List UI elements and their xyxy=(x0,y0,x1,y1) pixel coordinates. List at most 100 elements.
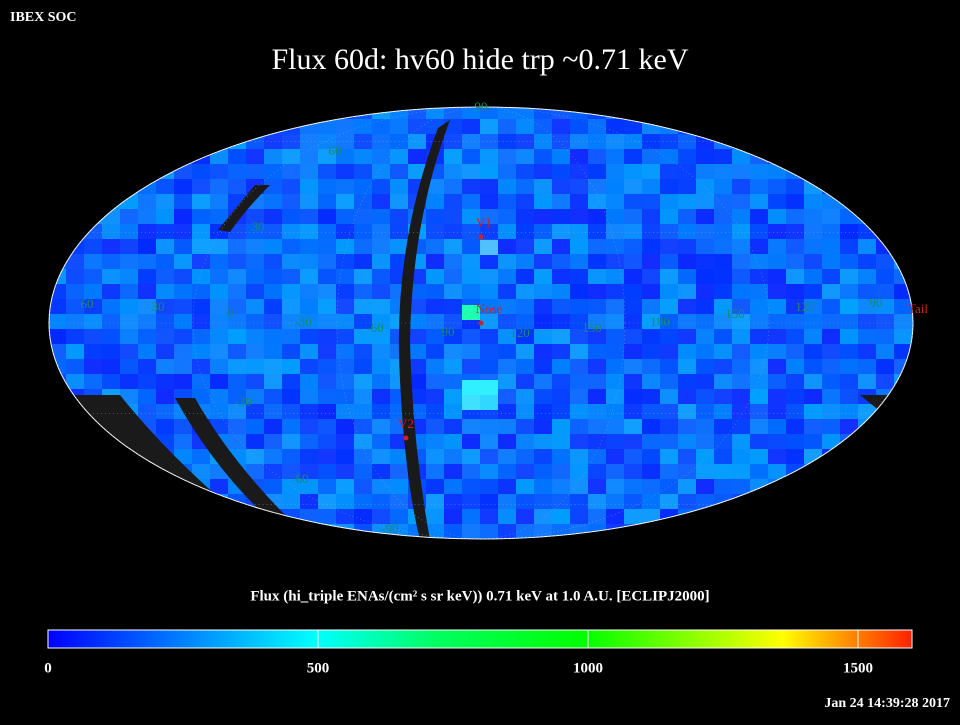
sky-pixel xyxy=(516,164,534,179)
sky-pixel xyxy=(228,149,246,164)
sky-pixel xyxy=(894,464,912,479)
sky-pixel xyxy=(246,539,264,554)
sky-pixel xyxy=(372,179,390,194)
sky-pixel xyxy=(534,254,552,269)
sky-pixel xyxy=(858,404,876,419)
sky-pixel xyxy=(894,539,912,554)
sky-pixel xyxy=(138,479,156,494)
sky-pixel xyxy=(210,107,228,119)
sky-pixel xyxy=(300,134,318,149)
sky-pixel xyxy=(246,419,264,434)
sky-pixel xyxy=(840,464,858,479)
meridian xyxy=(48,106,914,540)
sky-pixel xyxy=(372,209,390,224)
sky-pixel xyxy=(282,239,300,254)
sky-pixel xyxy=(462,107,480,119)
sky-pixel xyxy=(786,374,804,389)
sky-pixel xyxy=(480,254,498,269)
sky-pixel xyxy=(732,524,750,539)
sky-pixel xyxy=(588,494,606,509)
sky-pixel xyxy=(714,509,732,524)
sky-pixel xyxy=(228,404,246,419)
sky-pixel xyxy=(282,194,300,209)
sky-pixel xyxy=(498,314,516,329)
sky-pixel xyxy=(138,239,156,254)
sky-pixel xyxy=(858,107,876,119)
sky-pixel xyxy=(264,539,282,554)
sky-pixel xyxy=(282,329,300,344)
sky-pixel xyxy=(49,479,66,494)
sky-pixel xyxy=(678,299,696,314)
sky-pixel xyxy=(372,107,390,119)
sky-pixel xyxy=(426,299,444,314)
sky-pixel xyxy=(462,194,480,209)
sky-pixel xyxy=(804,389,822,404)
sky-pixel xyxy=(732,314,750,329)
sky-pixel xyxy=(174,539,192,554)
sky-pixel xyxy=(66,449,84,464)
sky-pixel xyxy=(534,344,552,359)
sky-pixel xyxy=(696,434,714,449)
sky-pixel xyxy=(894,194,912,209)
sky-pixel xyxy=(498,539,516,554)
sky-pixel xyxy=(642,269,660,284)
sky-pixel xyxy=(624,194,642,209)
sky-pixel xyxy=(282,419,300,434)
sky-pixel xyxy=(318,389,336,404)
sky-pixel xyxy=(408,149,426,164)
sky-pixel xyxy=(282,284,300,299)
sky-pixel xyxy=(804,509,822,524)
sky-pixel xyxy=(426,449,444,464)
sky-pixel xyxy=(408,359,426,374)
sky-pixel xyxy=(84,164,102,179)
sky-pixel xyxy=(480,494,498,509)
sky-pixel xyxy=(714,254,732,269)
sky-pixel xyxy=(840,314,858,329)
sky-pixel xyxy=(696,329,714,344)
sky-pixel xyxy=(624,329,642,344)
sky-pixel xyxy=(840,449,858,464)
sky-pixel xyxy=(156,344,174,359)
sky-pixel xyxy=(516,194,534,209)
sky-pixel xyxy=(642,389,660,404)
sky-pixel xyxy=(354,284,372,299)
sky-pixel xyxy=(660,314,678,329)
sky-pixel xyxy=(606,209,624,224)
sky-pixel xyxy=(444,374,462,389)
sky-pixel xyxy=(336,134,354,149)
sky-pixel xyxy=(912,359,913,374)
sky-pixel xyxy=(516,404,534,419)
sky-pixel xyxy=(606,314,624,329)
sky-pixel xyxy=(516,314,534,329)
sky-pixel xyxy=(138,299,156,314)
sky-pixel xyxy=(156,419,174,434)
sky-pixel xyxy=(858,209,876,224)
sky-pixel xyxy=(660,479,678,494)
sky-pixel xyxy=(264,107,282,119)
sky-pixel xyxy=(912,434,913,449)
sky-pixel xyxy=(588,119,606,134)
sky-pixel xyxy=(372,194,390,209)
sky-pixel xyxy=(192,284,210,299)
sky-pixel xyxy=(570,494,588,509)
sky-pixel xyxy=(66,374,84,389)
sky-pixel xyxy=(894,434,912,449)
sky-pixel xyxy=(570,239,588,254)
sky-pixel xyxy=(102,449,120,464)
sky-pixel xyxy=(552,254,570,269)
sky-pixel xyxy=(354,464,372,479)
sky-pixel xyxy=(606,164,624,179)
sky-pixel xyxy=(66,494,84,509)
sky-pixel xyxy=(858,314,876,329)
sky-pixel xyxy=(732,434,750,449)
sky-pixel xyxy=(552,119,570,134)
sky-pixel xyxy=(300,509,318,524)
sky-pixel xyxy=(624,149,642,164)
sky-pixel xyxy=(84,344,102,359)
sky-pixel xyxy=(49,107,66,119)
sky-pixel xyxy=(372,434,390,449)
sky-pixel xyxy=(372,464,390,479)
sky-pixel xyxy=(300,239,318,254)
sky-pixel xyxy=(606,284,624,299)
sky-pixel xyxy=(912,494,913,509)
